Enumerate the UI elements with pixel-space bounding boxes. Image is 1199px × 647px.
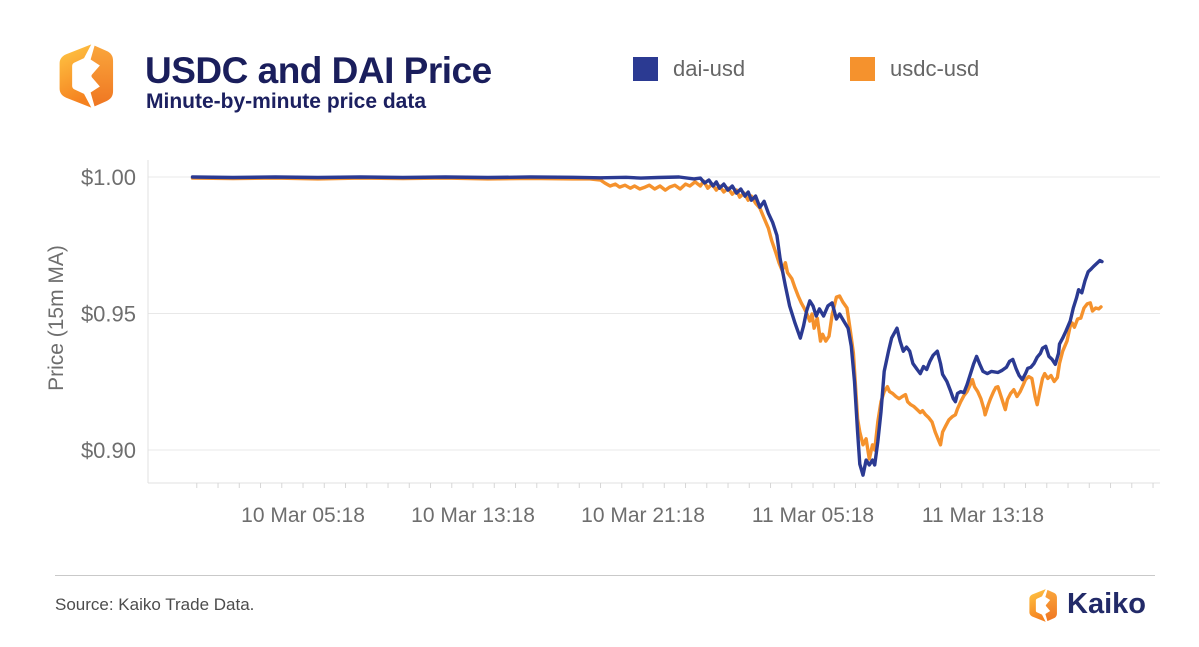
source-caption: Source: Kaiko Trade Data.: [55, 595, 255, 614]
x-tick-label: 11 Mar 13:18: [922, 504, 1044, 527]
y-tick-label: $0.90: [81, 438, 136, 463]
legend-label-dai-usd: dai-usd: [673, 56, 746, 81]
footer-divider: [55, 575, 1155, 576]
page-subtitle: Minute-by-minute price data: [146, 90, 427, 113]
legend-label-usdc-usd: usdc-usd: [890, 56, 980, 81]
x-tick-label: 10 Mar 05:18: [241, 504, 365, 527]
page-title: USDC and DAI Price: [145, 50, 492, 91]
y-axis-title: Price (15m MA): [45, 245, 68, 391]
kaiko-footer-logo-icon: [1029, 589, 1057, 622]
x-tick-label: 10 Mar 21:18: [581, 504, 705, 527]
y-tick-label: $0.95: [81, 302, 136, 327]
kaiko-wordmark: Kaiko: [1067, 588, 1146, 620]
usdc-usd-line: [190, 176, 1103, 461]
dai-usd-swatch-icon: [633, 57, 658, 81]
x-tick-label: 11 Mar 05:18: [752, 504, 874, 527]
dai-usd-line: [190, 175, 1104, 477]
x-tick-label: 10 Mar 13:18: [411, 504, 535, 527]
legend-item-dai-usd: dai-usd: [633, 56, 745, 82]
usdc-usd-swatch-icon: [850, 57, 875, 81]
legend-item-usdc-usd: usdc-usd: [850, 56, 979, 82]
y-tick-label: $1.00: [81, 165, 136, 190]
